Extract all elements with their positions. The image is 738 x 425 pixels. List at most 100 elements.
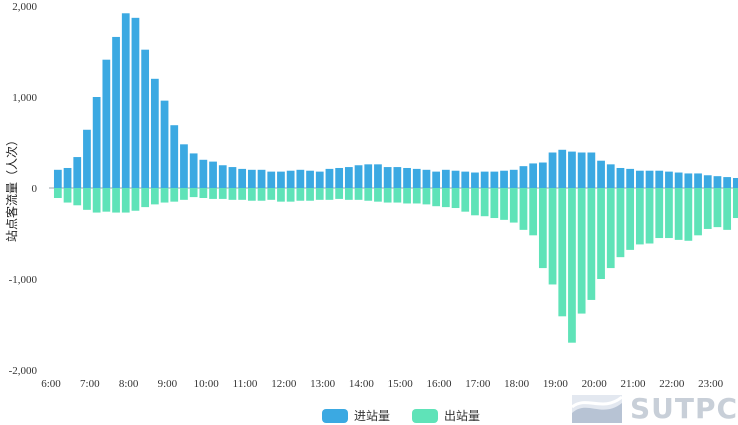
outbound-bar[interactable]: [73, 188, 82, 206]
outbound-bar[interactable]: [538, 188, 547, 269]
outbound-bar[interactable]: [247, 188, 256, 201]
inbound-bar[interactable]: [713, 176, 722, 188]
outbound-bar[interactable]: [451, 188, 460, 209]
inbound-bar[interactable]: [354, 165, 363, 188]
outbound-bar[interactable]: [296, 188, 305, 201]
outbound-bar[interactable]: [490, 188, 499, 219]
inbound-bar[interactable]: [393, 167, 402, 188]
outbound-bar[interactable]: [655, 188, 664, 239]
inbound-bar[interactable]: [587, 152, 596, 188]
outbound-bar[interactable]: [500, 188, 508, 220]
outbound-bar[interactable]: [277, 188, 285, 202]
outbound-bar[interactable]: [344, 188, 353, 200]
outbound-bar[interactable]: [199, 188, 208, 199]
inbound-bar[interactable]: [73, 157, 82, 188]
inbound-bar[interactable]: [471, 172, 479, 188]
inbound-bar[interactable]: [558, 149, 567, 188]
outbound-bar[interactable]: [374, 188, 382, 202]
inbound-bar[interactable]: [645, 170, 654, 188]
outbound-bar[interactable]: [723, 188, 732, 230]
outbound-bar[interactable]: [354, 188, 363, 200]
inbound-bar[interactable]: [228, 167, 237, 188]
inbound-bar[interactable]: [53, 169, 62, 188]
inbound-bar[interactable]: [441, 169, 450, 188]
outbound-bar[interactable]: [732, 188, 738, 219]
inbound-bar[interactable]: [568, 151, 576, 188]
outbound-bar[interactable]: [645, 188, 654, 244]
outbound-bar[interactable]: [558, 188, 567, 317]
inbound-bar[interactable]: [597, 160, 605, 188]
inbound-bar[interactable]: [412, 168, 421, 188]
outbound-bar[interactable]: [471, 188, 479, 216]
inbound-bar[interactable]: [63, 167, 72, 188]
inbound-bar[interactable]: [626, 168, 635, 188]
outbound-bar[interactable]: [441, 188, 450, 208]
inbound-bar[interactable]: [121, 13, 130, 189]
inbound-bar[interactable]: [325, 168, 334, 188]
outbound-bar[interactable]: [674, 188, 683, 240]
inbound-bar[interactable]: [277, 171, 285, 188]
inbound-bar[interactable]: [364, 164, 373, 188]
outbound-bar[interactable]: [519, 188, 528, 230]
outbound-bar[interactable]: [694, 188, 702, 236]
outbound-bar[interactable]: [509, 188, 518, 223]
outbound-bar[interactable]: [626, 188, 635, 250]
outbound-bar[interactable]: [141, 188, 150, 208]
inbound-bar[interactable]: [383, 167, 392, 188]
outbound-bar[interactable]: [383, 188, 392, 203]
inbound-bar[interactable]: [509, 169, 518, 188]
outbound-bar[interactable]: [432, 188, 441, 207]
outbound-bar[interactable]: [393, 188, 402, 203]
inbound-bar[interactable]: [180, 144, 188, 188]
outbound-bar[interactable]: [461, 188, 470, 212]
inbound-bar[interactable]: [684, 173, 693, 188]
inbound-bar[interactable]: [306, 170, 314, 188]
inbound-bar[interactable]: [374, 164, 382, 188]
outbound-bar[interactable]: [83, 188, 91, 210]
inbound-bar[interactable]: [432, 171, 441, 188]
inbound-bar[interactable]: [267, 171, 276, 188]
outbound-bar[interactable]: [568, 188, 576, 343]
inbound-bar[interactable]: [209, 161, 217, 188]
outbound-bar[interactable]: [160, 188, 169, 203]
inbound-bar[interactable]: [461, 171, 470, 188]
inbound-bar[interactable]: [238, 168, 247, 188]
outbound-bar[interactable]: [577, 188, 586, 314]
legend-item-inbound[interactable]: 进站量: [322, 407, 390, 424]
inbound-bar[interactable]: [150, 78, 159, 188]
outbound-bar[interactable]: [131, 188, 140, 211]
inbound-bar[interactable]: [519, 166, 528, 188]
outbound-bar[interactable]: [315, 188, 324, 200]
inbound-bar[interactable]: [247, 169, 256, 188]
inbound-bar[interactable]: [92, 97, 101, 188]
outbound-bar[interactable]: [335, 188, 344, 199]
outbound-bar[interactable]: [606, 188, 615, 269]
inbound-bar[interactable]: [199, 159, 208, 188]
outbound-bar[interactable]: [548, 188, 557, 285]
inbound-bar[interactable]: [732, 177, 738, 188]
inbound-bar[interactable]: [102, 59, 111, 188]
outbound-bar[interactable]: [403, 188, 411, 204]
outbound-bar[interactable]: [92, 188, 101, 213]
outbound-bar[interactable]: [267, 188, 276, 200]
inbound-bar[interactable]: [538, 162, 547, 188]
inbound-bar[interactable]: [703, 175, 712, 188]
outbound-bar[interactable]: [180, 188, 188, 200]
outbound-bar[interactable]: [102, 188, 111, 212]
inbound-bar[interactable]: [296, 169, 305, 188]
outbound-bar[interactable]: [306, 188, 314, 201]
inbound-bar[interactable]: [577, 152, 586, 188]
outbound-bar[interactable]: [713, 188, 722, 228]
outbound-bar[interactable]: [286, 188, 295, 202]
inbound-bar[interactable]: [451, 170, 460, 188]
outbound-bar[interactable]: [684, 188, 693, 241]
inbound-bar[interactable]: [141, 49, 150, 189]
outbound-bar[interactable]: [112, 188, 120, 213]
outbound-bar[interactable]: [635, 188, 644, 245]
inbound-bar[interactable]: [529, 163, 538, 188]
inbound-bar[interactable]: [500, 170, 508, 188]
inbound-bar[interactable]: [257, 169, 266, 188]
outbound-bar[interactable]: [665, 188, 673, 239]
inbound-bar[interactable]: [674, 172, 683, 188]
outbound-bar[interactable]: [703, 188, 712, 229]
